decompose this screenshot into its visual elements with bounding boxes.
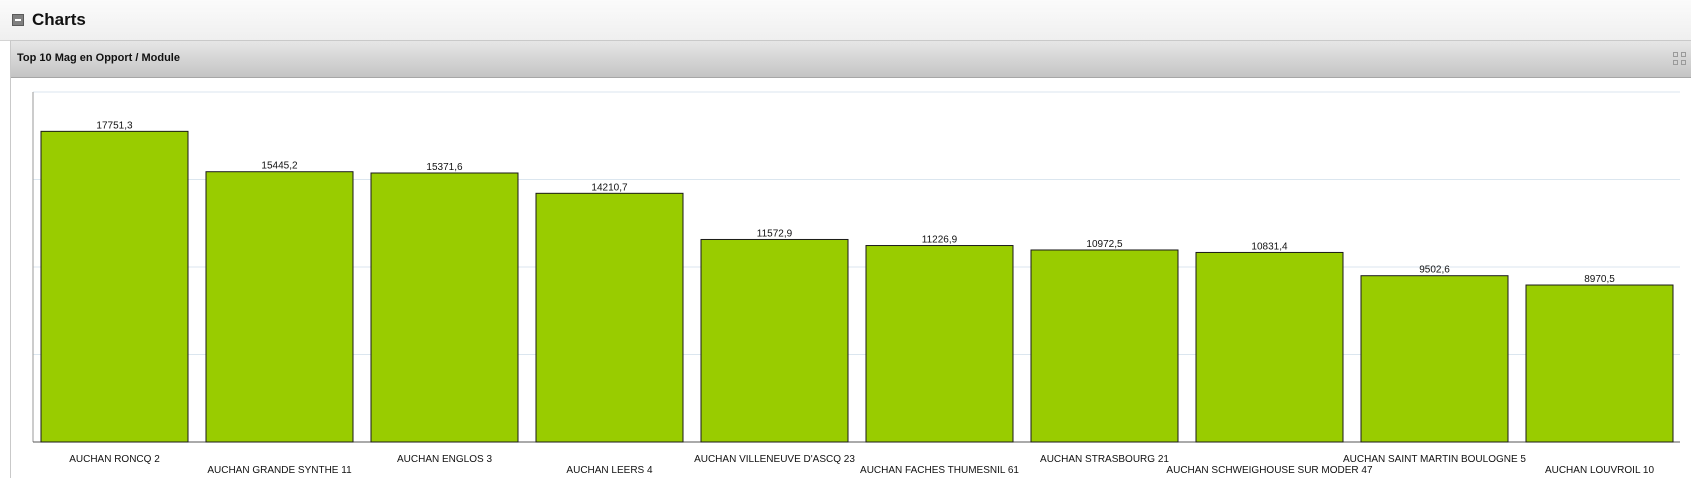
category-label: AUCHAN LEERS 4 bbox=[566, 465, 653, 476]
category-label: AUCHAN ENGLOS 3 bbox=[397, 454, 492, 465]
category-label: AUCHAN GRANDE SYNTHE 11 bbox=[207, 465, 352, 476]
bar-value-label: 15371,6 bbox=[426, 162, 463, 173]
bar[interactable] bbox=[535, 192, 684, 443]
bar[interactable] bbox=[700, 238, 849, 443]
bar[interactable] bbox=[1525, 284, 1674, 443]
bar[interactable] bbox=[865, 245, 1014, 443]
category-label: AUCHAN LOUVROIL 10 bbox=[1545, 465, 1655, 476]
bar-value-label: 11226,9 bbox=[922, 235, 958, 246]
bar-value-label: 9502,6 bbox=[1419, 265, 1450, 276]
bar[interactable] bbox=[370, 172, 519, 443]
bar[interactable] bbox=[1195, 251, 1344, 443]
minus-box-icon[interactable] bbox=[12, 14, 24, 26]
panel-title: Top 10 Mag en Opport / Module bbox=[17, 52, 180, 64]
category-label: AUCHAN RONCQ 2 bbox=[69, 454, 160, 465]
bar[interactable] bbox=[205, 171, 354, 443]
category-label: AUCHAN VILLENEUVE D'ASCQ 23 bbox=[694, 454, 855, 465]
bar-value-label: 17751,3 bbox=[96, 120, 133, 131]
bar-value-label: 11572,9 bbox=[757, 228, 793, 239]
category-label: AUCHAN SCHWEIGHOUSE SUR MODER 47 bbox=[1166, 465, 1373, 476]
category-label: AUCHAN FACHES THUMESNIL 61 bbox=[860, 465, 1019, 476]
bar-value-label: 10972,5 bbox=[1086, 239, 1123, 250]
maximize-grid-icon[interactable] bbox=[1673, 52, 1687, 66]
bar[interactable] bbox=[40, 130, 189, 443]
bar[interactable] bbox=[1030, 249, 1179, 443]
category-label: AUCHAN STRASBOURG 21 bbox=[1040, 454, 1169, 465]
bar-value-label: 15445,2 bbox=[261, 161, 298, 172]
panel-header: Top 10 Mag en Opport / Module bbox=[11, 41, 1691, 78]
bar-value-label: 10831,4 bbox=[1251, 241, 1288, 252]
bar-value-label: 14210,7 bbox=[591, 182, 628, 193]
bar[interactable] bbox=[1360, 275, 1509, 443]
bar-value-label: 8970,5 bbox=[1584, 274, 1615, 285]
category-label: AUCHAN SAINT MARTIN BOULOGNE 5 bbox=[1343, 454, 1526, 465]
section-title: Charts bbox=[32, 10, 86, 29]
